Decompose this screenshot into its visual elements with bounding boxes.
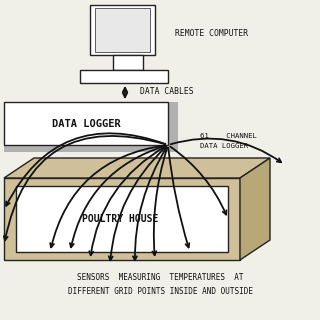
Bar [4,144,178,152]
Text: DATA LOGGER: DATA LOGGER [200,143,248,149]
Bar [90,5,155,55]
Text: DATA CABLES: DATA CABLES [140,87,194,97]
Bar [80,70,168,83]
Text: DIFFERENT GRID POINTS INSIDE AND OUTSIDE: DIFFERENT GRID POINTS INSIDE AND OUTSIDE [68,287,252,297]
Text: 61    CHANNEL: 61 CHANNEL [200,133,257,139]
Polygon shape [240,158,270,260]
Polygon shape [4,158,270,178]
Bar [16,186,228,252]
Bar [4,102,168,145]
Text: REMOTE COMPUTER: REMOTE COMPUTER [175,28,248,37]
Bar [4,178,240,260]
Bar [168,102,178,152]
Bar [113,55,143,70]
Text: POULTRY HOUSE: POULTRY HOUSE [82,214,158,224]
Text: SENSORS  MEASURING  TEMPERATURES  AT: SENSORS MEASURING TEMPERATURES AT [77,273,243,282]
Text: DATA LOGGER: DATA LOGGER [52,119,120,129]
Bar [95,8,150,52]
